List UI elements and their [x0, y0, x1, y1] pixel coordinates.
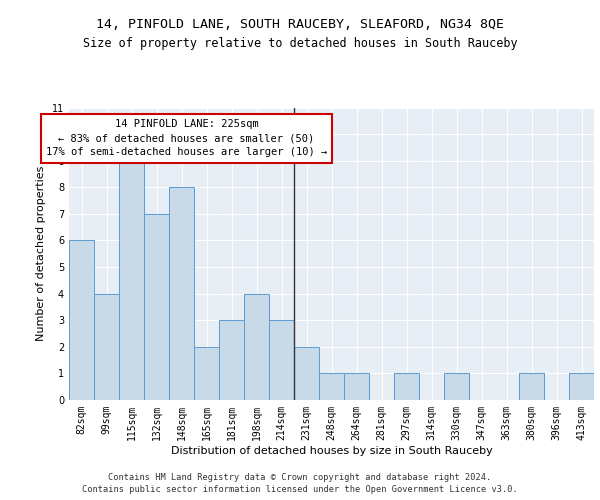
- Bar: [269, 320, 294, 400]
- Bar: [69, 240, 94, 400]
- Y-axis label: Number of detached properties: Number of detached properties: [37, 166, 46, 342]
- Text: 14, PINFOLD LANE, SOUTH RAUCEBY, SLEAFORD, NG34 8QE: 14, PINFOLD LANE, SOUTH RAUCEBY, SLEAFOR…: [96, 18, 504, 30]
- Text: Contains public sector information licensed under the Open Government Licence v3: Contains public sector information licen…: [82, 485, 518, 494]
- Bar: [144, 214, 169, 400]
- Bar: [194, 347, 219, 400]
- Bar: [444, 374, 469, 400]
- Text: Contains HM Land Registry data © Crown copyright and database right 2024.: Contains HM Land Registry data © Crown c…: [109, 472, 491, 482]
- Bar: [294, 347, 319, 400]
- Bar: [344, 374, 369, 400]
- Bar: [219, 320, 244, 400]
- Text: 14 PINFOLD LANE: 225sqm
← 83% of detached houses are smaller (50)
17% of semi-de: 14 PINFOLD LANE: 225sqm ← 83% of detache…: [46, 120, 327, 158]
- Bar: [94, 294, 119, 400]
- Bar: [244, 294, 269, 400]
- Bar: [319, 374, 344, 400]
- Text: Size of property relative to detached houses in South Rauceby: Size of property relative to detached ho…: [83, 38, 517, 51]
- Bar: [169, 188, 194, 400]
- Bar: [119, 160, 144, 400]
- Bar: [569, 374, 594, 400]
- X-axis label: Distribution of detached houses by size in South Rauceby: Distribution of detached houses by size …: [170, 446, 493, 456]
- Bar: [519, 374, 544, 400]
- Bar: [394, 374, 419, 400]
